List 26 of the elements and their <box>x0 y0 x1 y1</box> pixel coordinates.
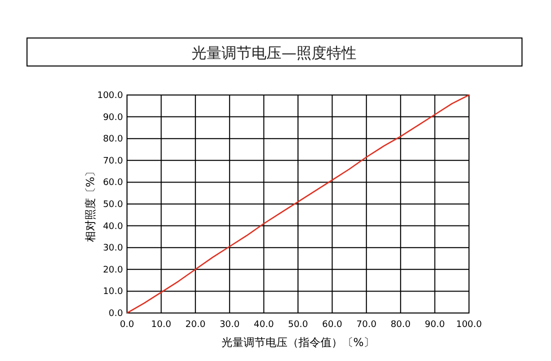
x-tick-label: 0.0 <box>120 320 134 330</box>
y-tick-label: 80.0 <box>102 134 124 145</box>
x-tick-label: 60.0 <box>322 320 342 330</box>
y-tick-label: 70.0 <box>102 156 124 166</box>
x-tick-label: 80.0 <box>390 320 411 330</box>
x-tick-label: 70.0 <box>356 320 377 330</box>
y-axis-title: 相对照度〔%〕 <box>84 166 97 242</box>
y-tick-label: 90.0 <box>102 112 124 123</box>
x-axis-title: 光量调节电压（指令值）〔%〕 <box>221 336 375 349</box>
x-tick-label: 50.0 <box>288 320 308 330</box>
x-tick-label: 20.0 <box>185 320 206 330</box>
chart-title: 光量调节电压—照度特性 <box>192 44 356 62</box>
x-tick-label: 30.0 <box>220 320 240 330</box>
y-tick-label: 20.0 <box>102 265 124 276</box>
y-tick-label: 60.0 <box>102 178 124 188</box>
x-tick-label: 90.0 <box>424 320 446 330</box>
y-tick-label: 100.0 <box>97 91 124 101</box>
y-tick-label: 0.0 <box>108 309 124 319</box>
x-tick-label: 10.0 <box>151 320 172 330</box>
y-tick-label: 30.0 <box>102 244 124 254</box>
x-tick-label: 40.0 <box>254 320 274 330</box>
x-tick-label: 100.0 <box>456 320 482 330</box>
y-tick-label: 10.0 <box>102 287 124 298</box>
y-tick-label: 40.0 <box>102 222 124 232</box>
line-series <box>126 94 470 314</box>
y-tick-label: 50.0 <box>102 200 124 210</box>
